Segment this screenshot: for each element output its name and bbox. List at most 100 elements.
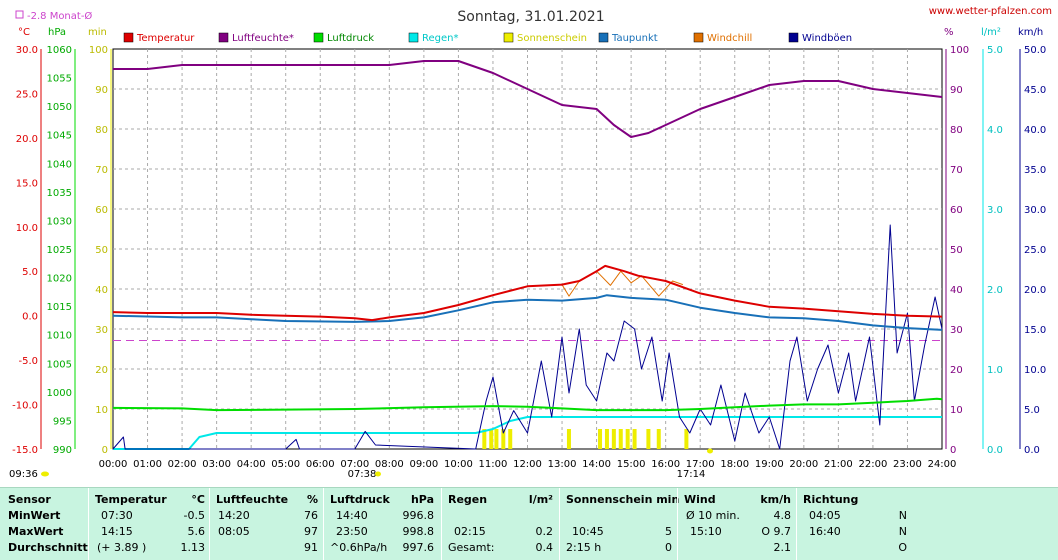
sunshine-bar: [604, 429, 609, 449]
pressure-tick: 1000: [47, 388, 72, 399]
sun-tick: 10: [95, 405, 108, 416]
sunrise-icon: [375, 471, 381, 477]
temp-avg-value: 1.13: [180, 541, 206, 554]
x-tick-label: 19:00: [755, 459, 784, 470]
legend-swatch: [408, 32, 419, 43]
wind-max-time: 15:10: [690, 525, 722, 538]
x-tick-label: 16:00: [651, 459, 680, 470]
wind-max-value: O 9.7: [761, 525, 791, 538]
series-line-temperatur: [112, 264, 943, 322]
stats-col-direction: Richtung 04:05 N 16:40 N O: [803, 488, 907, 560]
sun-tick: 100: [89, 45, 108, 56]
rain-tick: 5.0: [987, 45, 1003, 56]
rain-tick: 0.0: [987, 445, 1003, 456]
rain-tick: 4.0: [987, 125, 1003, 136]
min-row-label: MinWert: [8, 509, 61, 522]
stats-table: Sensor MinWert MaxWert Durchschnitt Temp…: [0, 487, 1058, 560]
legend-swatch: [218, 32, 229, 43]
sun-total-hours: 2:15 h: [566, 541, 602, 554]
x-tick-label: 15:00: [617, 459, 646, 470]
temp-tick: -15.0: [12, 445, 38, 456]
sunshine-bar: [489, 429, 494, 449]
sunshine-bar: [501, 429, 506, 449]
hum-min-value: 76: [304, 509, 318, 522]
hum-header-unit: %: [306, 493, 318, 506]
hum-max-time: 08:05: [218, 525, 250, 538]
sunshine-bar: [494, 429, 499, 449]
legend-swatch: [313, 32, 324, 43]
wind-header: Wind: [684, 493, 716, 506]
temp-header-unit: °C: [191, 493, 205, 506]
sunshine-bar: [566, 429, 571, 449]
wind-tick: 30.0: [1024, 205, 1046, 216]
sun-tick: 40: [95, 285, 108, 296]
wind-tick: 50.0: [1024, 45, 1046, 56]
legend: Temperatur Luftfeuchte* Luftdruck Regen* Son…: [123, 32, 852, 44]
temp-min-value: -0.5: [183, 509, 205, 522]
stats-col-sunshine: Sonnenschein min 10:45 5 2:15 h 0: [566, 488, 679, 560]
rain-tick: 2.0: [987, 285, 1003, 296]
temp-unit: °C: [18, 27, 30, 38]
legend-label: Sonnenschein: [517, 33, 587, 44]
legend-swatch: [598, 32, 609, 43]
temp-max-time: 14:15: [101, 525, 133, 538]
press-trend: ^0.6hPa/h: [330, 541, 388, 554]
stats-col-temp: Temperatur °C 07:30 -0.5 14:15 5.6 (+ 3.…: [95, 488, 205, 560]
dir-min-time: 04:05: [809, 509, 841, 522]
legend-label: Luftfeuchte*: [232, 33, 294, 44]
sunshine-bar: [611, 429, 616, 449]
x-tick-label: 12:00: [513, 459, 542, 470]
plot-area: [112, 60, 943, 450]
sun-tick: 50: [95, 245, 108, 256]
sun-tick: 30: [95, 325, 108, 336]
wind-tick: 25.0: [1024, 245, 1046, 256]
sun-max-time: 10:45: [572, 525, 604, 538]
legend-label: Regen*: [422, 33, 459, 44]
humidity-tick: 40: [950, 285, 963, 296]
humidity-tick: 50: [950, 245, 963, 256]
stats-col-wind: Wind km/h Ø 10 min. 4.8 15:10 O 9.7 2.1: [684, 488, 791, 560]
humidity-tick: 100: [950, 45, 969, 56]
x-tick-label: 02:00: [168, 459, 197, 470]
source-link[interactable]: www.wetter-pfalzen.com: [929, 6, 1052, 17]
wind-tick: 0.0: [1024, 445, 1040, 456]
press-header: Luftdruck: [330, 493, 390, 506]
sunshine-bar: [508, 429, 513, 449]
humidity-tick: 60: [950, 205, 963, 216]
x-tick-label: 08:00: [375, 459, 404, 470]
pressure-tick: 1045: [47, 131, 72, 142]
press-max-time: 23:50: [336, 525, 368, 538]
dir-max-time: 16:40: [809, 525, 841, 538]
wind-avg-label: Ø 10 min.: [686, 509, 740, 522]
pressure-tick: 995: [53, 416, 72, 427]
x-tick-label: 13:00: [548, 459, 577, 470]
legend-label: Luftdruck: [327, 33, 374, 44]
weather-chart: Sonntag, 31.01.2021 www.wetter-pfalzen.c…: [9, 6, 1052, 480]
wind-tick: 20.0: [1024, 285, 1046, 296]
hum-max-value: 97: [304, 525, 318, 538]
pressure-tick: 990: [53, 445, 72, 456]
x-tick-label: 03:00: [202, 459, 231, 470]
legend-label: Temperatur: [136, 33, 195, 44]
hum-header: Luftfeuchte: [216, 493, 289, 506]
x-tick-label: 18:00: [720, 459, 749, 470]
wind-tick: 40.0: [1024, 125, 1046, 136]
pressure-tick: 1005: [47, 359, 72, 370]
temp-tick: 10.0: [16, 223, 38, 234]
x-tick-label: 06:00: [306, 459, 335, 470]
temp-tick: 30.0: [16, 45, 38, 56]
sun-max-value: 5: [665, 525, 672, 538]
temp-min-time: 07:30: [101, 509, 133, 522]
x-tick-label: 22:00: [859, 459, 888, 470]
wind-header-unit: km/h: [760, 493, 791, 506]
press-max-value: 998.8: [402, 525, 435, 538]
wind-tick: 10.0: [1024, 365, 1046, 376]
wind-avg10-value: 4.8: [773, 509, 792, 522]
temp-max-value: 5.6: [187, 525, 206, 538]
rain-tick: 3.0: [987, 205, 1003, 216]
humidity-tick: 10: [950, 405, 963, 416]
press-min-value: 996.8: [402, 509, 435, 522]
sunset-icon: [707, 448, 713, 454]
legend-swatch: [788, 32, 799, 43]
series-line-windböen: [112, 224, 943, 450]
